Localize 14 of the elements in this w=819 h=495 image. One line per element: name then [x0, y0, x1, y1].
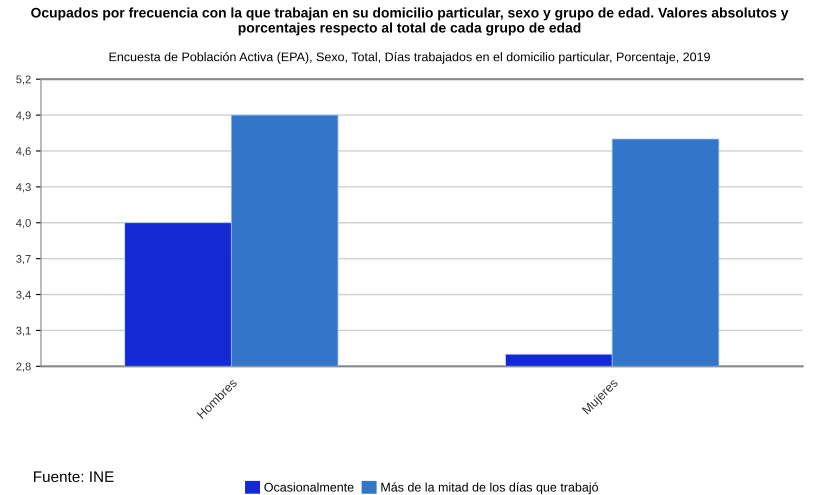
y-tick-label: 3,4 — [16, 290, 31, 300]
y-tick-label: 3,7 — [16, 254, 31, 264]
y-tick-label: 4,6 — [16, 147, 31, 156]
legend-label: Más de la mitad de los días que trabajó — [381, 482, 598, 494]
y-tick-label: 3,1 — [16, 326, 31, 336]
y-tick-label: 2,8 — [16, 362, 31, 372]
chart-subtitle: Encuesta de Población Activa (EPA), Sexo, Total, Días trabajados en el domicilio particular, Porcentaje, 2019 — [110, 52, 710, 64]
y-tick-label: 4,0 — [16, 219, 31, 228]
source-note: Fuente: INE — [34, 471, 114, 482]
y-tick-label: 5,2 — [16, 75, 31, 85]
y-tick-label: 4,9 — [16, 111, 31, 121]
y-tick-label: 4,3 — [16, 183, 31, 192]
chart-title: Ocupados por frecuencia con la que trabajan en su domicilio particular, sexo y grupo de edad. Valores absolutos y porcentajes respecto al total de cada grupo de edad — [31, 7, 788, 36]
legend-label: Ocasionalmente — [264, 482, 354, 492]
